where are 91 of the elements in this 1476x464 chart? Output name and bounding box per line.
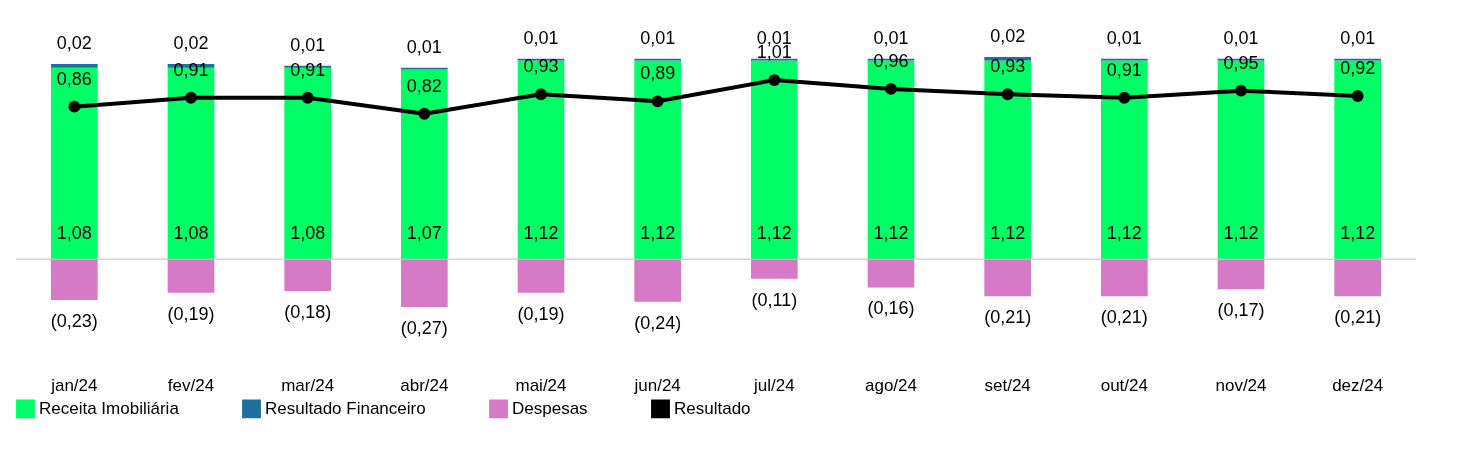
x-tick-label: set/24: [984, 375, 1031, 395]
point: [301, 91, 314, 104]
legend-label: Receita Imobiliária: [39, 398, 180, 418]
bar: [51, 64, 98, 68]
data-label: (0,19): [167, 303, 215, 324]
data-label: 0,86: [56, 68, 92, 89]
point: [1118, 91, 1131, 104]
bar: [401, 69, 448, 260]
point: [185, 91, 197, 104]
x-tick-label: nov/24: [1215, 375, 1267, 395]
bar: [1101, 259, 1148, 297]
data-label: (0,19): [517, 303, 565, 324]
data-label: 1,12: [523, 223, 559, 244]
data-label: 1,12: [1106, 223, 1142, 244]
data-label: (0,11): [751, 289, 798, 310]
data-label: 1,12: [990, 223, 1026, 244]
x-tick-label: abr/24: [400, 375, 449, 395]
data-label: 0,01: [1340, 27, 1376, 48]
data-label: 1,12: [873, 223, 909, 244]
legend-label: Resultado: [674, 398, 751, 418]
bar: [1334, 259, 1381, 297]
data-label: (0,21): [1334, 307, 1382, 328]
data-label: (0,16): [867, 298, 915, 319]
bar: [751, 60, 798, 260]
bar: [51, 67, 98, 260]
x-tick-label: jun/24: [633, 375, 681, 395]
data-label: 1,08: [56, 223, 92, 244]
data-label: (0,21): [984, 307, 1032, 328]
bar: [984, 60, 1031, 260]
data-label: 0,02: [56, 33, 92, 54]
bar: [867, 259, 915, 288]
data-label: 1,12: [756, 223, 792, 244]
x-tick-label: ago/24: [865, 375, 917, 395]
bar: [1334, 60, 1381, 260]
data-label: 1,12: [1223, 223, 1259, 244]
x-tick-label: jan/24: [50, 375, 98, 395]
x-tick-label: fev/24: [167, 375, 215, 395]
x-tick-label: jul/24: [753, 375, 795, 395]
data-label: 0,91: [1106, 59, 1142, 80]
data-label: (0,18): [284, 302, 332, 323]
data-label: (0,17): [1217, 300, 1265, 321]
point: [885, 83, 897, 95]
bar: [634, 259, 681, 302]
x-tick-label: mai/24: [515, 375, 567, 395]
point: [1235, 84, 1247, 97]
data-label: 0,01: [1223, 27, 1259, 48]
bar: [517, 259, 565, 293]
bar: [984, 259, 1031, 297]
data-label: 1,08: [173, 223, 209, 244]
point: [1001, 88, 1014, 101]
bar: [634, 60, 681, 260]
bar: [751, 259, 798, 279]
data-label: 1,12: [640, 223, 676, 244]
data-label: (0,21): [1100, 307, 1148, 328]
data-label: 0,01: [523, 27, 559, 48]
data-label: 0,82: [406, 75, 442, 96]
data-label: 0,01: [290, 34, 326, 55]
bar: [51, 259, 98, 300]
data-label: (0,24): [634, 312, 682, 333]
bar: [401, 259, 448, 307]
data-label: 1,08: [290, 223, 326, 244]
x-tick-label: dez/24: [1332, 375, 1384, 395]
bar: [284, 259, 331, 292]
data-label: 0,01: [406, 36, 442, 57]
data-label: 0,02: [173, 33, 209, 54]
data-label: (0,27): [400, 318, 448, 338]
point: [1351, 90, 1364, 102]
bar: [1217, 259, 1265, 290]
data-label: 0,01: [640, 27, 676, 48]
data-label: 0,02: [990, 26, 1026, 46]
data-label: 1,07: [406, 223, 442, 244]
legend-label: Resultado Financeiro: [265, 398, 426, 418]
legend-label: Despesas: [512, 398, 588, 418]
point: [651, 95, 664, 108]
point: [768, 74, 781, 86]
data-label: 0,01: [873, 27, 909, 48]
data-label: (0,23): [50, 310, 98, 331]
data-label: 0,93: [523, 56, 559, 77]
bar: [167, 259, 215, 293]
data-label: 0,92: [1340, 58, 1376, 79]
x-tick-label: mar/24: [281, 375, 335, 395]
bar: [517, 60, 565, 260]
data-label: 1,12: [1340, 223, 1376, 244]
data-label: 0,89: [640, 63, 676, 84]
bar: [1101, 60, 1148, 260]
point: [68, 100, 81, 113]
point: [418, 107, 431, 120]
x-tick-label: out/24: [1100, 375, 1148, 395]
data-label: 0,93: [990, 56, 1026, 77]
data-label: 0,01: [1106, 27, 1142, 48]
point: [535, 88, 547, 101]
